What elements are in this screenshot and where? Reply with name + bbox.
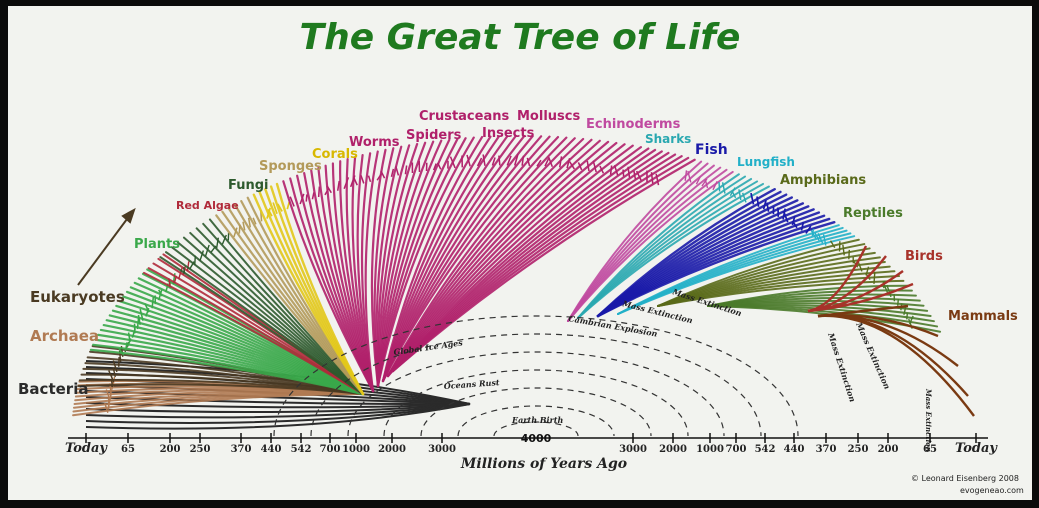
tree-of-life-canvas: The Great Tree of Life Bacteria Archaea … (8, 6, 1032, 500)
axis-tick-left-10: 3000 (428, 444, 456, 455)
time-ring (421, 388, 651, 436)
label-red-algae: Red Algae (176, 199, 239, 212)
event-cambrian-explosion: Cambrian Explosion (568, 313, 659, 339)
tree-diagram: The Great Tree of Life Bacteria Archaea … (8, 6, 1032, 500)
label-insects: Insects (482, 126, 535, 141)
axis-tick-left-7: 700 (320, 444, 341, 455)
axis-tick-left-1: 65 (121, 444, 135, 455)
label-lungfish: Lungfish (737, 155, 795, 169)
event-oceans-rust: Oceans Rust (443, 377, 500, 391)
axis-tick-right-0: 3000 (619, 444, 647, 455)
label-spiders: Spiders (406, 128, 462, 143)
label-molluscs: Molluscs (517, 109, 580, 124)
axis-tick-right-3: 700 (726, 444, 747, 455)
axis-label: Millions of Years Ago (460, 456, 627, 472)
axis-tick-left-4: 370 (231, 444, 252, 455)
label-worms: Worms (349, 135, 400, 150)
label-mammals: Mammals (948, 309, 1018, 324)
axis-tick-left-5: 440 (261, 444, 282, 455)
axis-tick-right-7: 250 (848, 444, 869, 455)
label-fish: Fish (695, 142, 728, 158)
axis-tick-right-4: 542 (755, 444, 776, 455)
label-bacteria: Bacteria (18, 380, 88, 398)
event-earth-birth: Earth Birth (511, 415, 564, 425)
label-echinoderms: Echinoderms (586, 117, 681, 132)
axis-tick-right-10: Today (955, 441, 998, 456)
label-fungi: Fungi (228, 178, 269, 193)
axis-tick-right-6: 370 (816, 444, 837, 455)
event-mass-extinction-3: Mass Extinction (826, 331, 858, 404)
label-archaea: Archaea (30, 327, 99, 345)
label-crustaceans: Crustaceans (419, 109, 509, 124)
axis-tick-left-3: 250 (190, 444, 211, 455)
axis-tick-left-9: 2000 (378, 444, 406, 455)
axis-tick-right-5: 440 (784, 444, 805, 455)
axis-tick-left-6: 542 (291, 444, 312, 455)
credit-author: © Leonard Eisenberg 2008 (911, 474, 1019, 483)
label-amphibians: Amphibians (780, 173, 866, 188)
label-sharks: Sharks (645, 132, 691, 146)
axis-tick-right-1: 2000 (659, 444, 687, 455)
page-title: The Great Tree of Life (300, 17, 741, 58)
label-birds: Birds (905, 249, 943, 264)
axis-tick-left-2: 200 (160, 444, 181, 455)
label-reptiles: Reptiles (843, 206, 903, 221)
eukaryotes-arrow (78, 210, 134, 285)
axis-tick-right-8: 200 (878, 444, 899, 455)
axis-tick-right-2: 1000 (696, 444, 724, 455)
credit-website: evogeneao.com (960, 486, 1024, 495)
label-eukaryotes: Eukaryotes (30, 288, 125, 306)
axis-center-value: 4000 (521, 432, 552, 445)
axis-tick-left-0: Today (65, 441, 108, 456)
event-mass-extinction-5: Mass Extinction (924, 388, 933, 452)
axis-tick-right-9: 65 (923, 444, 937, 455)
label-plants: Plants (134, 237, 180, 252)
axis-tick-left-8: 1000 (342, 444, 370, 455)
